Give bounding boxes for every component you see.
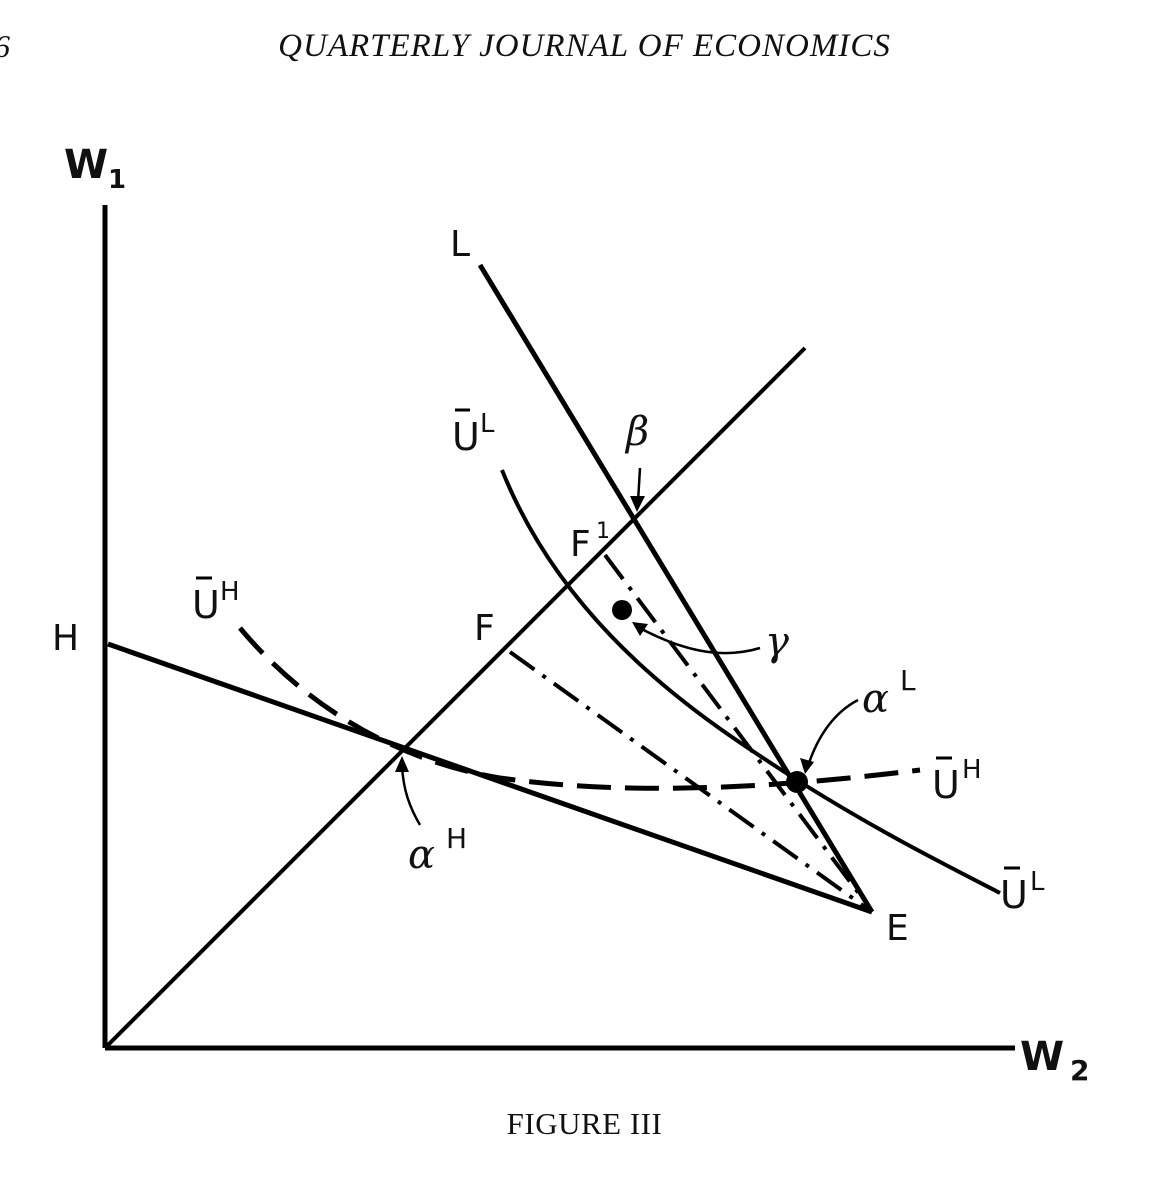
curve-UH-indifference [238, 626, 921, 791]
label-beta: β [624, 409, 649, 455]
alpha-L-arrow [806, 698, 859, 767]
y-axis-subscript: 1 [108, 165, 126, 195]
svg-text:U: U [452, 415, 480, 459]
line-F-E-dashdot [508, 650, 874, 914]
label-UH-left: U H [192, 576, 240, 627]
page-number: 6 [0, 28, 10, 65]
label-H: H [52, 618, 79, 659]
running-title: QUARTERLY JOURNAL OF ECONOMICS [278, 28, 891, 64]
alpha-H-arrowhead [395, 756, 409, 772]
label-UL-right: U L [1000, 866, 1045, 917]
line-F1-E-dashdot [603, 553, 862, 897]
gamma-arrowhead [632, 622, 648, 636]
gamma-point [612, 600, 632, 620]
label-alpha-L-superscript: L [900, 664, 916, 697]
svg-text:U: U [932, 763, 960, 807]
x-axis-label: W [1020, 1034, 1064, 1080]
label-gamma: γ [765, 619, 789, 665]
svg-text:L: L [1030, 867, 1045, 897]
label-alpha-H-superscript: H [446, 822, 467, 855]
alpha-H-arrow [400, 764, 422, 826]
label-L: L [450, 224, 470, 265]
svg-text:H: H [220, 577, 240, 607]
x-axis-subscript: 2 [1070, 1054, 1089, 1087]
curve-UL-indifference [500, 469, 1001, 895]
figure-caption: FIGURE III [506, 1106, 663, 1141]
label-F: F [474, 608, 495, 649]
svg-text:L: L [480, 409, 495, 439]
line-45-degree [103, 346, 807, 1050]
label-alpha-L: α [862, 676, 889, 722]
svg-text:U: U [192, 583, 220, 627]
label-UH-right: U H [932, 755, 982, 807]
label-F1: F [570, 524, 591, 565]
alpha-L-point [786, 771, 808, 793]
y-axis-label: W [64, 142, 108, 188]
beta-arrowhead [630, 496, 645, 512]
label-E: E [886, 908, 909, 949]
gamma-arrow [635, 624, 761, 655]
alpha-L-arrowhead [800, 758, 814, 774]
label-alpha-H: α [408, 832, 435, 878]
svg-text:U: U [1000, 873, 1028, 917]
label-F1-superscript: 1 [596, 519, 610, 544]
svg-text:H: H [962, 755, 982, 785]
label-UL-top: U L [452, 408, 495, 459]
line-L-E [477, 263, 875, 914]
